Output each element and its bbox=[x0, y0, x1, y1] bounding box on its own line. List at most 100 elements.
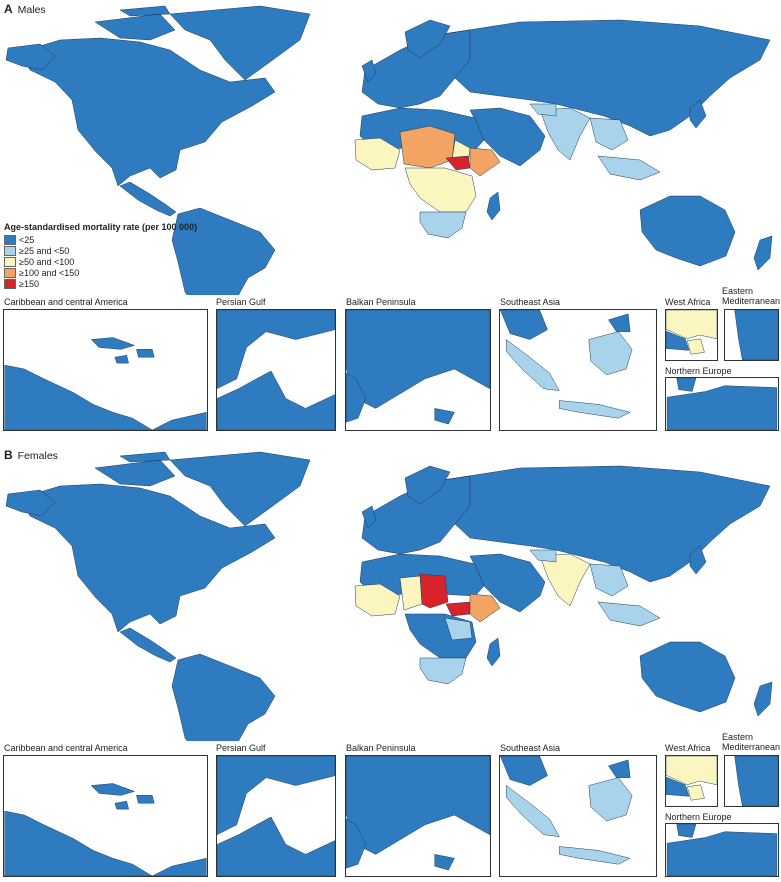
country-jamaica bbox=[114, 801, 129, 810]
country-indonesia bbox=[597, 155, 661, 181]
country-colombia bbox=[151, 858, 207, 876]
country-scandinavia-south bbox=[676, 824, 697, 838]
country-central-america bbox=[4, 810, 153, 876]
inset-label-caribbean: Caribbean and central America bbox=[4, 297, 128, 307]
legend-swatch bbox=[4, 256, 16, 267]
country-jamaica bbox=[114, 355, 129, 364]
country-balkans bbox=[346, 756, 490, 855]
country-iran-iraq bbox=[217, 310, 335, 389]
country-niger bbox=[399, 575, 423, 611]
inset-label-west-africa: West Africa bbox=[665, 297, 711, 307]
inset-label-northern-europe: Northern Europe bbox=[665, 812, 732, 822]
country-italy bbox=[346, 372, 367, 423]
country-liberia bbox=[686, 784, 705, 801]
panel-title-females: B Females bbox=[4, 448, 58, 462]
country-sumatra bbox=[505, 785, 560, 837]
country-alaska bbox=[5, 43, 56, 71]
country-sumatra bbox=[505, 339, 560, 391]
country-greenland bbox=[169, 451, 311, 527]
country-northern-europe bbox=[666, 385, 778, 430]
country-south-america bbox=[171, 653, 276, 741]
country-russia-asia bbox=[429, 465, 771, 583]
inset-eastern-mediterranean bbox=[724, 309, 779, 361]
country-sahel-west bbox=[666, 310, 717, 340]
country-uk bbox=[361, 59, 377, 83]
country-horn-of-africa bbox=[469, 147, 501, 177]
country-central-america bbox=[119, 627, 177, 663]
country-japan bbox=[689, 545, 707, 575]
inset-caribbean bbox=[3, 755, 208, 877]
country-arabia bbox=[217, 816, 335, 876]
country-levant bbox=[734, 310, 778, 360]
inset-balkan bbox=[345, 309, 491, 431]
country-alaska bbox=[5, 489, 56, 517]
legend-swatch bbox=[4, 245, 16, 256]
country-russia-asia bbox=[429, 19, 771, 137]
inset-label-west-africa: West Africa bbox=[665, 743, 711, 753]
country-cuba bbox=[90, 783, 135, 796]
country-central-america bbox=[119, 181, 177, 217]
inset-label-northern-europe: Northern Europe bbox=[665, 366, 732, 376]
inset-northern-europe bbox=[665, 377, 779, 431]
country-hispaniola bbox=[136, 795, 155, 804]
legend-males: Age-standardised mortality rate (per 100… bbox=[4, 222, 197, 289]
country-borneo bbox=[588, 777, 633, 822]
country-northern-europe bbox=[666, 831, 778, 876]
country-horn-of-africa bbox=[469, 593, 501, 623]
country-west-africa bbox=[354, 137, 401, 171]
country-coast bbox=[666, 776, 690, 797]
inset-west-africa bbox=[665, 755, 718, 807]
country-sahel bbox=[399, 125, 456, 169]
panel-males: A Males Age-standardised mortality rate (… bbox=[0, 0, 781, 440]
country-japan bbox=[689, 99, 707, 129]
country-greece bbox=[434, 854, 455, 871]
country-indonesia bbox=[597, 601, 661, 627]
country-madagascar bbox=[486, 191, 501, 221]
legend-item: <25 bbox=[4, 234, 197, 245]
country-balkans bbox=[346, 310, 490, 409]
legend-item: ≥100 and <150 bbox=[4, 267, 197, 278]
country-chad bbox=[419, 573, 449, 609]
country-india bbox=[539, 107, 591, 161]
world-map-females bbox=[5, 451, 773, 741]
country-sabah bbox=[608, 759, 631, 778]
country-new-zealand bbox=[753, 681, 773, 717]
country-arctic-islands bbox=[94, 5, 176, 41]
country-italy bbox=[346, 818, 367, 869]
country-southern-africa bbox=[419, 211, 467, 239]
country-east-africa bbox=[444, 617, 473, 641]
country-greece bbox=[434, 408, 455, 425]
panel-title-males: A Males bbox=[4, 2, 46, 16]
country-colombia bbox=[151, 412, 207, 430]
country-coast bbox=[666, 330, 690, 351]
country-southeast-asia bbox=[589, 117, 629, 151]
inset-persian-gulf bbox=[216, 755, 336, 877]
inset-label-southeast-asia: Southeast Asia bbox=[500, 297, 561, 307]
country-southeast-asia bbox=[589, 563, 629, 597]
inset-label-caribbean: Caribbean and central America bbox=[4, 743, 128, 753]
inset-label-eastern-mediterranean: Eastern Mediterranean bbox=[722, 286, 781, 306]
country-southern-africa bbox=[419, 657, 467, 685]
country-java bbox=[559, 400, 631, 419]
country-liberia bbox=[686, 338, 705, 355]
legend-item: ≥150 bbox=[4, 278, 197, 289]
inset-eastern-mediterranean bbox=[724, 755, 779, 807]
country-central-africa bbox=[404, 167, 477, 213]
legend-title: Age-standardised mortality rate (per 100… bbox=[4, 222, 198, 232]
country-central-asia bbox=[529, 103, 557, 117]
legend-item: ≥25 and <50 bbox=[4, 245, 197, 256]
country-central-america bbox=[4, 364, 153, 430]
country-south-america bbox=[171, 207, 276, 295]
country-sabah bbox=[608, 313, 631, 332]
panel-females: B Females Caribbean and central America P… bbox=[0, 446, 781, 882]
country-sahel-west bbox=[666, 756, 717, 786]
country-scandinavia-south bbox=[676, 378, 697, 392]
country-cuba bbox=[90, 337, 135, 350]
inset-label-persian-gulf: Persian Gulf bbox=[216, 743, 266, 753]
country-west-africa bbox=[354, 583, 401, 617]
country-mainland bbox=[500, 310, 548, 340]
inset-persian-gulf bbox=[216, 309, 336, 431]
country-india bbox=[539, 553, 591, 607]
legend-item: ≥50 and <100 bbox=[4, 256, 197, 267]
country-scandinavia bbox=[404, 465, 451, 505]
